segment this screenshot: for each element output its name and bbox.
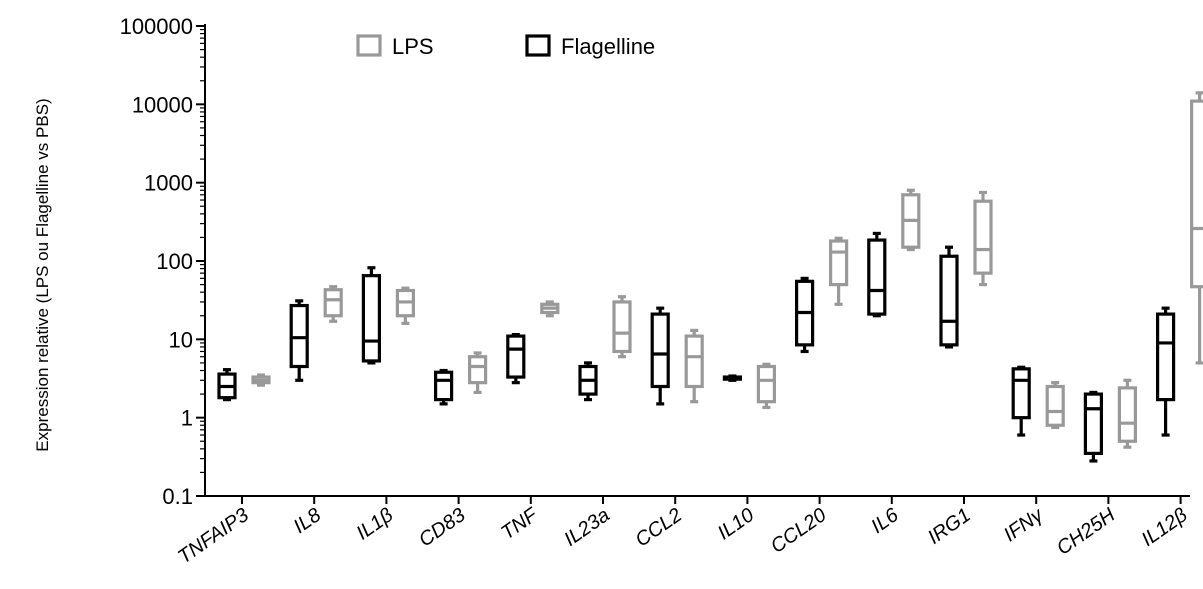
box-flagelline: [867, 231, 887, 318]
box-flagelline: [289, 299, 309, 382]
box-flagelline: [361, 266, 381, 365]
box-lps: [756, 362, 777, 410]
y-tick-label: 10000: [132, 92, 193, 117]
box-iqr: [289, 303, 309, 369]
box-iqr: [1045, 384, 1065, 427]
box-lps: [1189, 91, 1203, 365]
box-flagelline: [506, 332, 526, 385]
box-iqr: [939, 254, 959, 347]
box-iqr: [434, 370, 454, 402]
box-iqr: [973, 199, 993, 275]
y-tick-label: 10: [169, 327, 193, 352]
box-flagelline: [794, 276, 815, 354]
x-category-label: CD83: [415, 504, 470, 551]
legend-swatch-lps: [356, 34, 382, 57]
box-iqr: [506, 334, 526, 379]
x-category-label: IL23a: [560, 504, 614, 551]
box-iqr: [1155, 312, 1176, 402]
box-lps: [1117, 378, 1138, 449]
legend-swatch-flagelline: [525, 34, 551, 57]
box-flagelline: [722, 374, 743, 382]
box-flagelline: [1083, 390, 1104, 463]
box-flagelline: [1011, 365, 1031, 437]
y-tick-label: 100: [156, 249, 193, 274]
box-iqr: [867, 238, 887, 316]
box-lps: [323, 285, 343, 323]
x-category-label: CH25H: [1053, 504, 1120, 560]
x-category-label: IL12β: [1138, 504, 1192, 551]
box-flagelline: [1155, 306, 1176, 437]
box-iqr: [650, 312, 670, 389]
x-category-label: IRG1: [924, 504, 975, 549]
box-iqr: [1117, 386, 1138, 443]
box-lps: [901, 188, 921, 252]
box-flagelline: [939, 245, 959, 349]
box-lps: [612, 295, 632, 359]
box-flagelline: [434, 368, 454, 406]
x-category-label: CCL2: [632, 504, 687, 551]
box-lps: [468, 351, 488, 395]
box-flagelline: [650, 306, 670, 406]
y-tick-label: 1: [181, 406, 193, 431]
box-lps: [973, 190, 993, 287]
y-tick-label: 1000: [144, 171, 193, 196]
box-flagelline: [578, 361, 598, 402]
legend-label-flagelline: Flagelline: [561, 34, 655, 59]
x-category-label: CCL20: [767, 504, 831, 558]
box-lps: [1045, 381, 1065, 430]
box-iqr: [1083, 392, 1104, 455]
y-tick-label: 100000: [120, 14, 193, 39]
box-iqr: [1189, 99, 1203, 289]
legend: LPS Flagelline: [356, 34, 655, 59]
box-lps: [684, 328, 704, 404]
box-iqr: [323, 288, 343, 318]
x-category-label: TNF: [497, 503, 543, 544]
box-iqr: [612, 300, 632, 354]
x-category-label: IL1β: [353, 504, 398, 545]
box-lps: [395, 286, 415, 325]
box-iqr: [684, 334, 704, 389]
box-iqr: [468, 355, 488, 385]
x-category-label: IL8: [290, 504, 325, 538]
box-lps: [251, 373, 271, 387]
x-category-label: TNFAIP3: [174, 504, 253, 568]
legend-label-lps: LPS: [392, 34, 434, 59]
y-axis-label: Expression relative (LPS ou Flagelline v…: [33, 98, 52, 451]
x-category-label: IL6: [867, 504, 903, 538]
box-iqr: [361, 274, 381, 363]
box-flagelline: [217, 368, 237, 402]
box-iqr: [1011, 367, 1031, 420]
y-tick-label: 0.1: [162, 484, 193, 509]
x-category-label: IFNγ: [1000, 504, 1048, 547]
box-iqr: [828, 239, 849, 287]
box-lps: [828, 236, 849, 306]
box-lps: [540, 300, 560, 318]
x-category-label: IL10: [714, 504, 759, 544]
box-iqr: [756, 364, 777, 404]
